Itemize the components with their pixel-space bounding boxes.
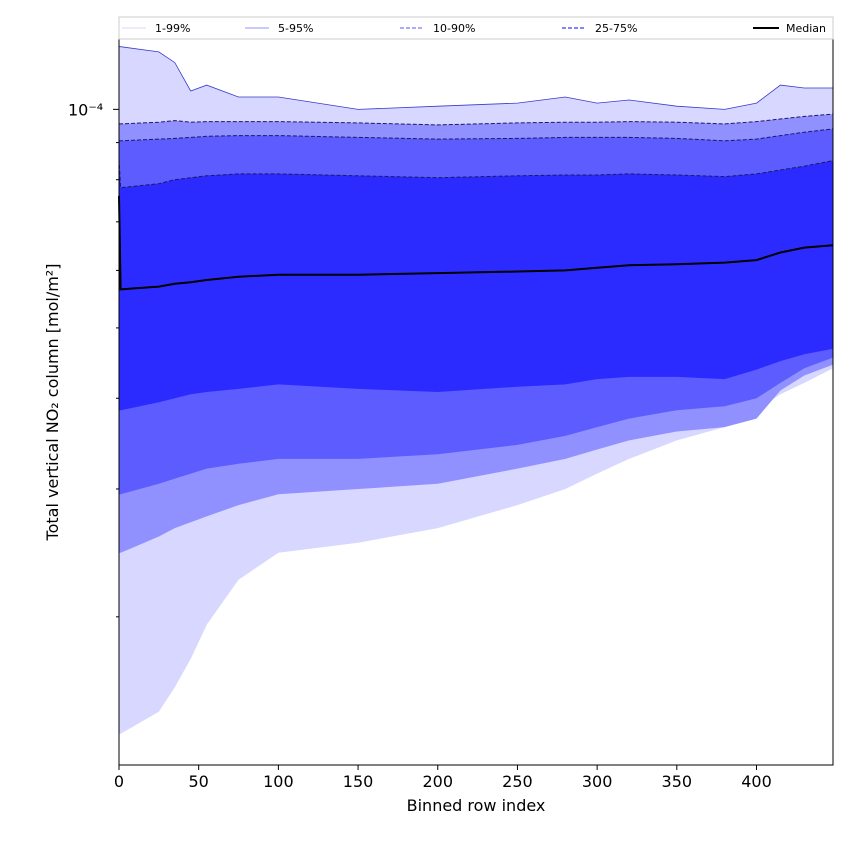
x-tick-label: 400 (741, 772, 772, 791)
x-tick-label: 350 (662, 772, 693, 791)
legend-label: 10-90% (433, 22, 475, 35)
legend-label: 1-99% (155, 22, 190, 35)
legend-label: 5-95% (278, 22, 313, 35)
x-axis-label: Binned row index (407, 796, 546, 815)
median-series (118, 195, 834, 291)
band-25-to-75 (119, 158, 833, 411)
x-axis: 0 50 100 150 200 250 300 350 400 (114, 765, 772, 791)
x-tick-label: 150 (343, 772, 374, 791)
legend-label: 25-75% (595, 22, 637, 35)
x-tick-label: 0 (114, 772, 124, 791)
legend: 1-99% 5-95% 10-90% 25-75% Median (118, 16, 834, 40)
legend-items: 1-99% 5-95% 10-90% 25-75% Median (122, 22, 826, 35)
band-upper-edge-3 (118, 158, 834, 189)
plot-area (118, 38, 834, 766)
x-tick-label: 300 (582, 772, 613, 791)
band-upper-edge-1 (119, 113, 834, 126)
legend-box (118, 16, 834, 40)
band-upper-edge-2 (119, 128, 834, 142)
band-upper-edge-0 (119, 46, 833, 110)
y-axis-label: Total vertical NO₂ column [mol/m²] (43, 264, 62, 542)
y-axis: 10⁻⁴ (68, 100, 119, 618)
x-tick-label: 100 (263, 772, 294, 791)
x-tick-label: 250 (502, 772, 533, 791)
x-tick-label: 50 (189, 772, 209, 791)
y-major-tick-label: 10⁻⁴ (68, 100, 103, 119)
legend-label: Median (786, 22, 826, 35)
percentile-bands (118, 46, 834, 734)
x-tick-label: 200 (422, 772, 453, 791)
median-line (118, 195, 834, 291)
